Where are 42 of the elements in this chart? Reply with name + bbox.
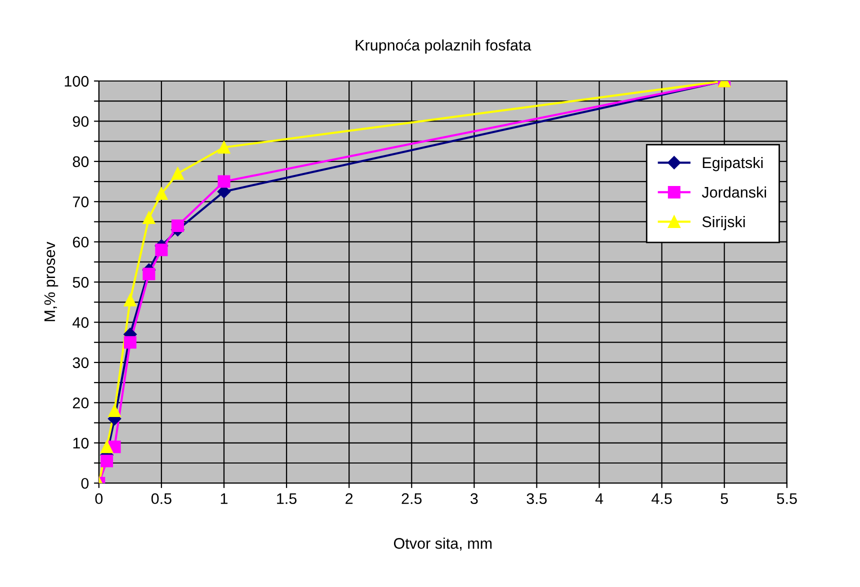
y-tick-label: 30: [72, 357, 89, 368]
point: [155, 187, 168, 200]
point: [155, 244, 168, 256]
point: [124, 336, 136, 349]
x-tick-label: 0.5: [151, 493, 172, 504]
x-tick-label: 4.5: [652, 493, 672, 504]
y-tick-label: 0: [81, 478, 89, 489]
x-tick-label: 2.5: [402, 493, 422, 504]
legend-label: Jordanski: [702, 186, 766, 198]
x-tick-label: 0: [95, 493, 103, 504]
y-tick-label: 90: [72, 116, 89, 127]
y-axis-title: M,% prosev: [44, 242, 58, 322]
y-tick-label: 100: [64, 76, 89, 87]
x-tick-label: 1: [220, 493, 228, 504]
y-tick-label: 70: [72, 196, 89, 208]
x-tick-label: 3.5: [526, 493, 547, 504]
x-tick-label: 2: [346, 493, 353, 504]
y-tick-label: 20: [72, 398, 89, 408]
x-tick-label: 1.5: [277, 493, 297, 504]
y-tick-label: 60: [72, 236, 89, 248]
point: [108, 404, 121, 417]
x-axis-title: Otvor sita, mm: [394, 538, 492, 551]
y-tick-label: 50: [72, 276, 89, 288]
point: [142, 268, 156, 280]
point: [218, 175, 230, 188]
y-tick-label: 80: [72, 156, 89, 168]
chart-title: Krupnoća polaznih fosfata: [356, 39, 532, 54]
x-tick-label: 5: [720, 493, 728, 504]
x-tick-label: 4: [595, 493, 604, 504]
y-tick-label: 40: [72, 317, 89, 328]
x-tick-label: 5.5: [776, 493, 797, 504]
x-tick-label: 3: [470, 493, 478, 504]
legend-label: Sirijski: [702, 216, 745, 230]
point: [142, 211, 156, 224]
point: [100, 440, 114, 454]
point: [100, 454, 114, 468]
legend-label: Egipatski: [702, 156, 763, 172]
point: [124, 294, 136, 306]
y-tick-label: 10: [73, 438, 89, 449]
point: [171, 167, 184, 180]
point: [218, 141, 230, 154]
point: [171, 220, 184, 232]
